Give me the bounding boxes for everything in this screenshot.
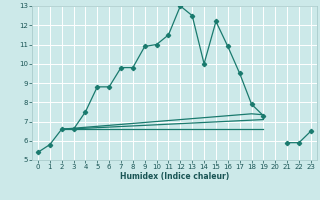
X-axis label: Humidex (Indice chaleur): Humidex (Indice chaleur): [120, 172, 229, 181]
